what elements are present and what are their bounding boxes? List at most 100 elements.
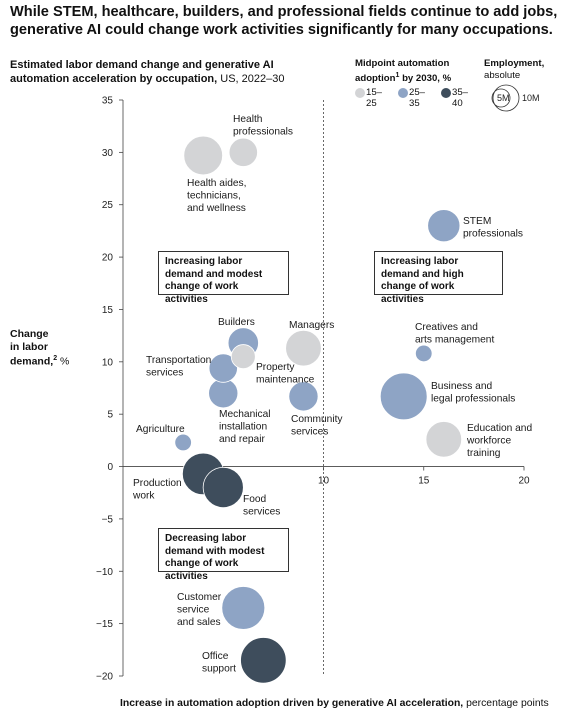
point-label-line: Business and <box>431 381 492 392</box>
quadrant-box-upper-left: Increasing labor demand and modest chang… <box>158 251 289 305</box>
axes-group: 35 30 25 20 15 10 5 0 −5 −10 −15 −20 10 15 20 <box>96 96 530 683</box>
point-label-line: Mechanical <box>219 409 271 420</box>
point-label-line: installation <box>219 422 267 433</box>
y-axis-label: Change in labor demand,2 % <box>10 328 72 368</box>
point-label-office-support: Office support <box>202 651 236 675</box>
quadrant-box-upper-right: Increasing labor demand and high change … <box>374 251 503 305</box>
point-label-line: professionals <box>463 229 523 240</box>
x-tick-label: 10 <box>318 476 330 487</box>
y-tick-label: −5 <box>102 514 114 525</box>
point-label-line: STEM <box>463 216 491 227</box>
bubble-stem-professionals <box>427 209 461 243</box>
y-axis-unit: % <box>57 355 70 368</box>
size-legend-large-circle <box>492 84 520 112</box>
point-label-line: services <box>146 368 183 379</box>
point-label-line: maintenance <box>256 375 315 386</box>
point-label-line: Creatives and <box>415 322 478 333</box>
legend-label-15-25: 15– 25 <box>366 87 383 110</box>
bubble-managers <box>285 329 322 367</box>
y-tick-label: 30 <box>102 148 114 159</box>
subtitle-rest: US, 2022–30 <box>217 73 285 85</box>
color-legend-title-tail: by 2030, % <box>399 73 452 85</box>
point-label-property-maintenance: Property maintenance <box>256 362 315 386</box>
point-label-line: Community <box>291 414 343 425</box>
point-label-line: technicians, <box>187 191 241 202</box>
point-label-health-aides-technicians-and-wellness: Health aides, technicians, and wellness <box>187 178 246 214</box>
color-legend: Midpoint automation adoption1 by 2030, %… <box>355 58 485 117</box>
y-tick-label: 25 <box>102 200 114 211</box>
size-legend: Employment, absolute 5M 10M <box>484 58 564 122</box>
x-tick-label: 20 <box>518 476 530 487</box>
legend-item-15-25: 15– 25 <box>355 87 395 109</box>
point-label-line: Education and <box>467 423 532 434</box>
size-legend-title: Employment, <box>484 58 545 69</box>
bubble-health-aides-technicians-and-wellness <box>183 135 223 176</box>
y-tick-label: 35 <box>102 96 114 107</box>
point-label-line: Production <box>133 478 182 489</box>
point-label-line: Customer <box>177 592 222 603</box>
legend-item-35-40: 35– 40 <box>441 87 481 109</box>
bubble-community-services <box>288 381 319 412</box>
point-label-line: support <box>202 664 236 675</box>
legend-swatch-15-25 <box>355 87 365 98</box>
point-label-line: Health aides, <box>187 178 246 189</box>
headline: While STEM, healthcare, builders, and pr… <box>10 4 558 38</box>
point-label-line: Builders <box>218 317 255 328</box>
point-label-food-services: Food services <box>243 494 280 518</box>
point-label-customer-service-and-sales: Customer service and sales <box>177 592 222 628</box>
point-label-line: Health <box>233 114 262 125</box>
point-label-line: legal professionals <box>431 394 515 405</box>
y-axis-label-line1: Change <box>10 328 49 340</box>
point-label-line: services <box>243 507 280 518</box>
bubble-business-and-legal-professionals <box>379 372 428 421</box>
y-tick-label: −10 <box>96 567 113 578</box>
legend-swatch-35-40 <box>441 87 451 98</box>
x-axis-label-rest: percentage points <box>463 698 549 709</box>
legend-swatch-25-35 <box>398 87 408 98</box>
size-legend-subtitle: absolute <box>484 70 521 81</box>
point-label-business-and-legal-professionals: Business and legal professionals <box>431 381 515 405</box>
size-legend-circles: 5M 10M <box>491 84 540 112</box>
point-label-line: Transportation <box>146 355 211 366</box>
point-label-line: services <box>291 427 328 438</box>
point-label-line: and sales <box>177 617 221 628</box>
color-legend-title: Midpoint automation adoption1 by 2030, % <box>355 58 485 85</box>
point-label-line: training <box>467 448 501 459</box>
size-legend-small-circle <box>491 88 511 108</box>
point-label-line: and repair <box>219 434 265 445</box>
bubble-education-and-workforce-training <box>425 421 463 458</box>
bubble-customer-service-and-sales <box>221 586 266 630</box>
color-legend-items: 15– 25 25– 35 35– 40 <box>355 87 485 117</box>
point-label-agriculture: Agriculture <box>136 424 185 435</box>
x-axis-label: Increase in automation adoption driven b… <box>120 697 565 710</box>
legend-label-35-40: 35– 40 <box>452 87 469 110</box>
legend-item-25-35: 25– 35 <box>398 87 438 109</box>
point-label-line: Office <box>202 651 229 662</box>
bubble-office-support <box>240 637 287 684</box>
point-label-builders: Builders <box>218 317 255 328</box>
point-label-line: professionals <box>233 127 293 138</box>
point-label-line: arts management <box>415 335 494 346</box>
y-tick-label: −15 <box>96 619 113 630</box>
point-label-line: work <box>132 491 155 502</box>
y-tick-label: 10 <box>102 357 114 368</box>
size-legend-small-label: 5M <box>497 93 510 103</box>
legend-label-25-35: 25– 35 <box>409 87 426 110</box>
y-axis-label-line2: in labor <box>10 340 48 353</box>
x-axis-label-bold: Increase in automation adoption driven b… <box>120 698 464 709</box>
y-axis-footnote: 2 <box>53 355 58 362</box>
point-labels-group: Health professionals Health aides, technici… <box>132 114 532 675</box>
size-legend-large-label: 10M <box>522 93 540 103</box>
y-tick-label: 20 <box>102 253 114 264</box>
point-label-managers: Managers <box>289 320 334 331</box>
point-label-stem-professionals: STEM professionals <box>463 216 523 240</box>
bubble-transportation-services <box>208 353 238 383</box>
point-label-education-and-workforce-training: Education and workforce training <box>466 423 532 459</box>
point-label-line: Food <box>243 494 267 505</box>
x-tick-label: 15 <box>418 476 430 487</box>
y-tick-label: 15 <box>102 305 114 316</box>
y-tick-label: 5 <box>107 410 113 421</box>
y-tick-label: −20 <box>96 672 113 683</box>
bubble-food-services <box>202 466 244 509</box>
